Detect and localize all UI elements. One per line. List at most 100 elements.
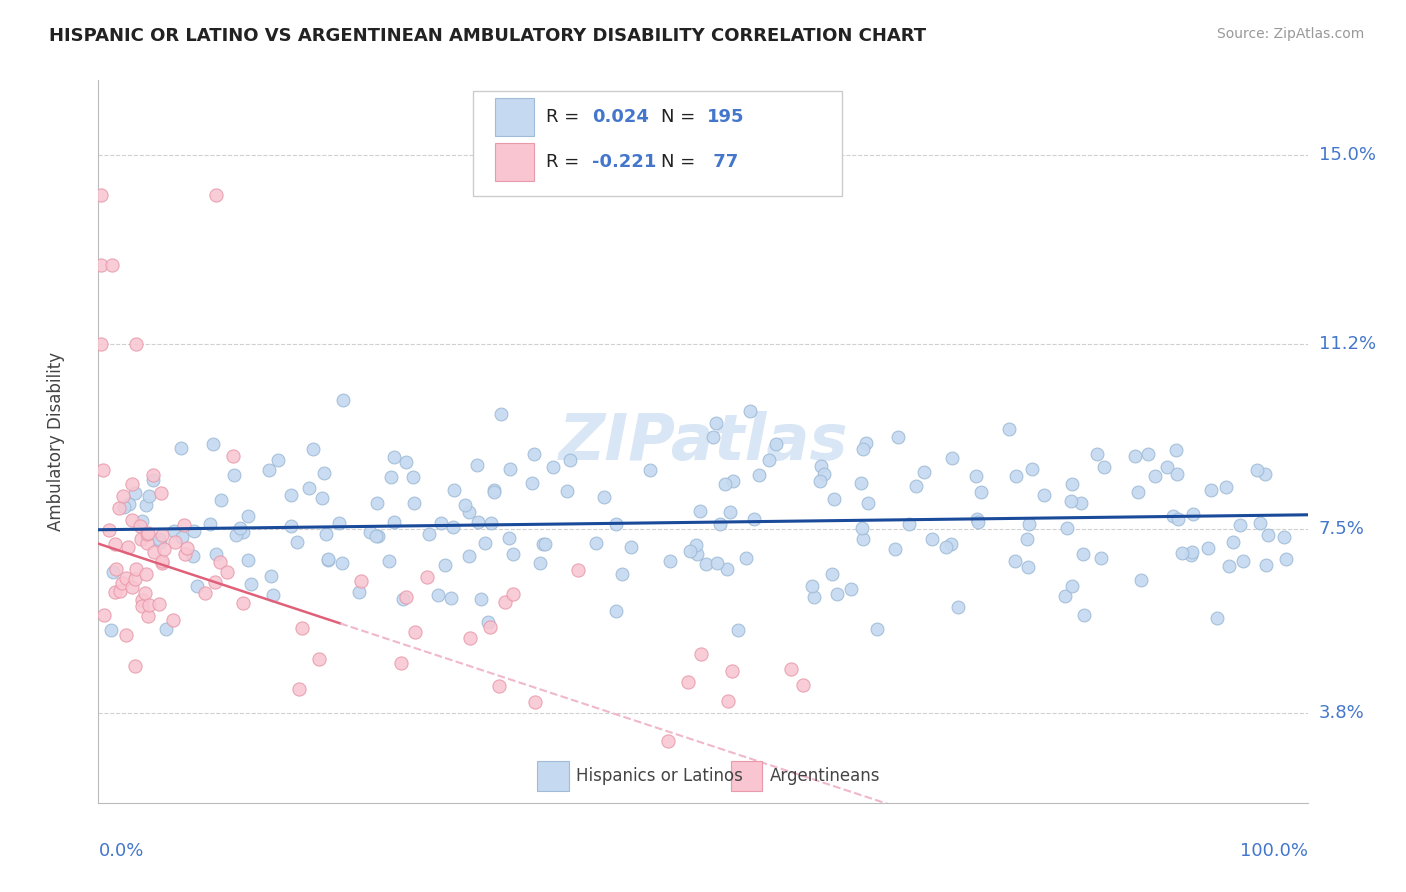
Point bbox=[792, 677, 814, 691]
Point bbox=[174, 547, 197, 561]
Point bbox=[477, 615, 499, 630]
Text: N =: N = bbox=[661, 108, 700, 126]
Point bbox=[716, 561, 738, 575]
Point bbox=[312, 467, 335, 481]
Point bbox=[93, 607, 115, 622]
Point bbox=[443, 483, 465, 497]
Point bbox=[1167, 512, 1189, 526]
Point bbox=[148, 532, 170, 546]
Point bbox=[1021, 462, 1043, 476]
Point bbox=[605, 604, 627, 618]
Point bbox=[297, 481, 319, 495]
Point bbox=[465, 458, 488, 473]
Point bbox=[90, 258, 112, 272]
Point bbox=[392, 591, 415, 606]
Point bbox=[267, 453, 290, 467]
Point bbox=[557, 484, 579, 499]
Point bbox=[229, 521, 252, 535]
Point bbox=[605, 517, 627, 532]
Point bbox=[124, 572, 146, 586]
Point bbox=[222, 450, 245, 464]
Text: 3.8%: 3.8% bbox=[1319, 704, 1364, 723]
Point bbox=[142, 467, 165, 482]
Point bbox=[330, 556, 353, 570]
Point bbox=[135, 566, 157, 581]
Point bbox=[316, 552, 339, 566]
Point bbox=[482, 483, 505, 497]
Point bbox=[717, 693, 740, 707]
Point bbox=[1197, 541, 1219, 556]
Point bbox=[1201, 483, 1223, 498]
Point bbox=[205, 187, 228, 202]
Point bbox=[1017, 532, 1039, 546]
Point bbox=[839, 582, 862, 596]
Point bbox=[1180, 548, 1202, 562]
Point bbox=[758, 452, 780, 467]
Point bbox=[200, 516, 222, 531]
Point bbox=[499, 462, 522, 476]
Point bbox=[813, 467, 835, 481]
Point bbox=[440, 591, 463, 606]
Point bbox=[124, 658, 146, 673]
Point bbox=[695, 557, 717, 571]
Point bbox=[1060, 579, 1083, 593]
Point bbox=[779, 662, 801, 676]
Point bbox=[1053, 589, 1076, 603]
Point bbox=[1018, 516, 1040, 531]
Point bbox=[280, 519, 302, 533]
Text: 7.5%: 7.5% bbox=[1319, 520, 1365, 538]
Point bbox=[405, 624, 427, 639]
Point bbox=[676, 674, 699, 689]
Text: 0.0%: 0.0% bbox=[98, 842, 143, 860]
Point bbox=[474, 536, 496, 550]
Point bbox=[104, 562, 127, 576]
Text: 100.0%: 100.0% bbox=[1240, 842, 1308, 860]
Point bbox=[142, 473, 165, 487]
Point bbox=[567, 563, 589, 577]
Point bbox=[217, 566, 239, 580]
Point bbox=[173, 518, 195, 533]
Point bbox=[143, 545, 166, 559]
Point bbox=[404, 496, 426, 510]
Point bbox=[1060, 494, 1083, 508]
Point bbox=[738, 404, 761, 418]
Point bbox=[1056, 521, 1078, 535]
Text: 0.024: 0.024 bbox=[592, 108, 648, 126]
Point bbox=[458, 549, 481, 563]
Point bbox=[169, 441, 191, 455]
Point bbox=[280, 488, 302, 502]
Point bbox=[416, 570, 439, 584]
Point bbox=[1254, 558, 1277, 572]
Point bbox=[441, 519, 464, 533]
Point bbox=[162, 613, 184, 627]
Point bbox=[727, 623, 749, 637]
Point bbox=[1215, 480, 1237, 494]
Point bbox=[311, 491, 333, 506]
Point bbox=[502, 547, 524, 561]
Point bbox=[225, 528, 247, 542]
Text: Source: ZipAtlas.com: Source: ZipAtlas.com bbox=[1216, 27, 1364, 41]
Point bbox=[111, 489, 134, 503]
Point bbox=[150, 554, 173, 568]
Point bbox=[1090, 551, 1112, 566]
Point bbox=[429, 516, 451, 530]
Point bbox=[260, 569, 283, 583]
Point bbox=[136, 526, 159, 541]
Point bbox=[328, 516, 350, 531]
Point bbox=[1123, 449, 1146, 463]
Point bbox=[427, 588, 450, 602]
Point bbox=[704, 417, 727, 431]
Point bbox=[1062, 477, 1084, 491]
Point bbox=[308, 652, 330, 666]
Point bbox=[1181, 545, 1204, 559]
Point bbox=[470, 592, 492, 607]
Point bbox=[366, 496, 388, 510]
Point bbox=[204, 575, 226, 590]
Point bbox=[367, 529, 389, 543]
Point bbox=[239, 577, 262, 591]
Point bbox=[585, 535, 607, 549]
Point bbox=[135, 536, 157, 550]
Point bbox=[1143, 469, 1166, 483]
Point bbox=[522, 448, 544, 462]
Point bbox=[125, 562, 148, 576]
